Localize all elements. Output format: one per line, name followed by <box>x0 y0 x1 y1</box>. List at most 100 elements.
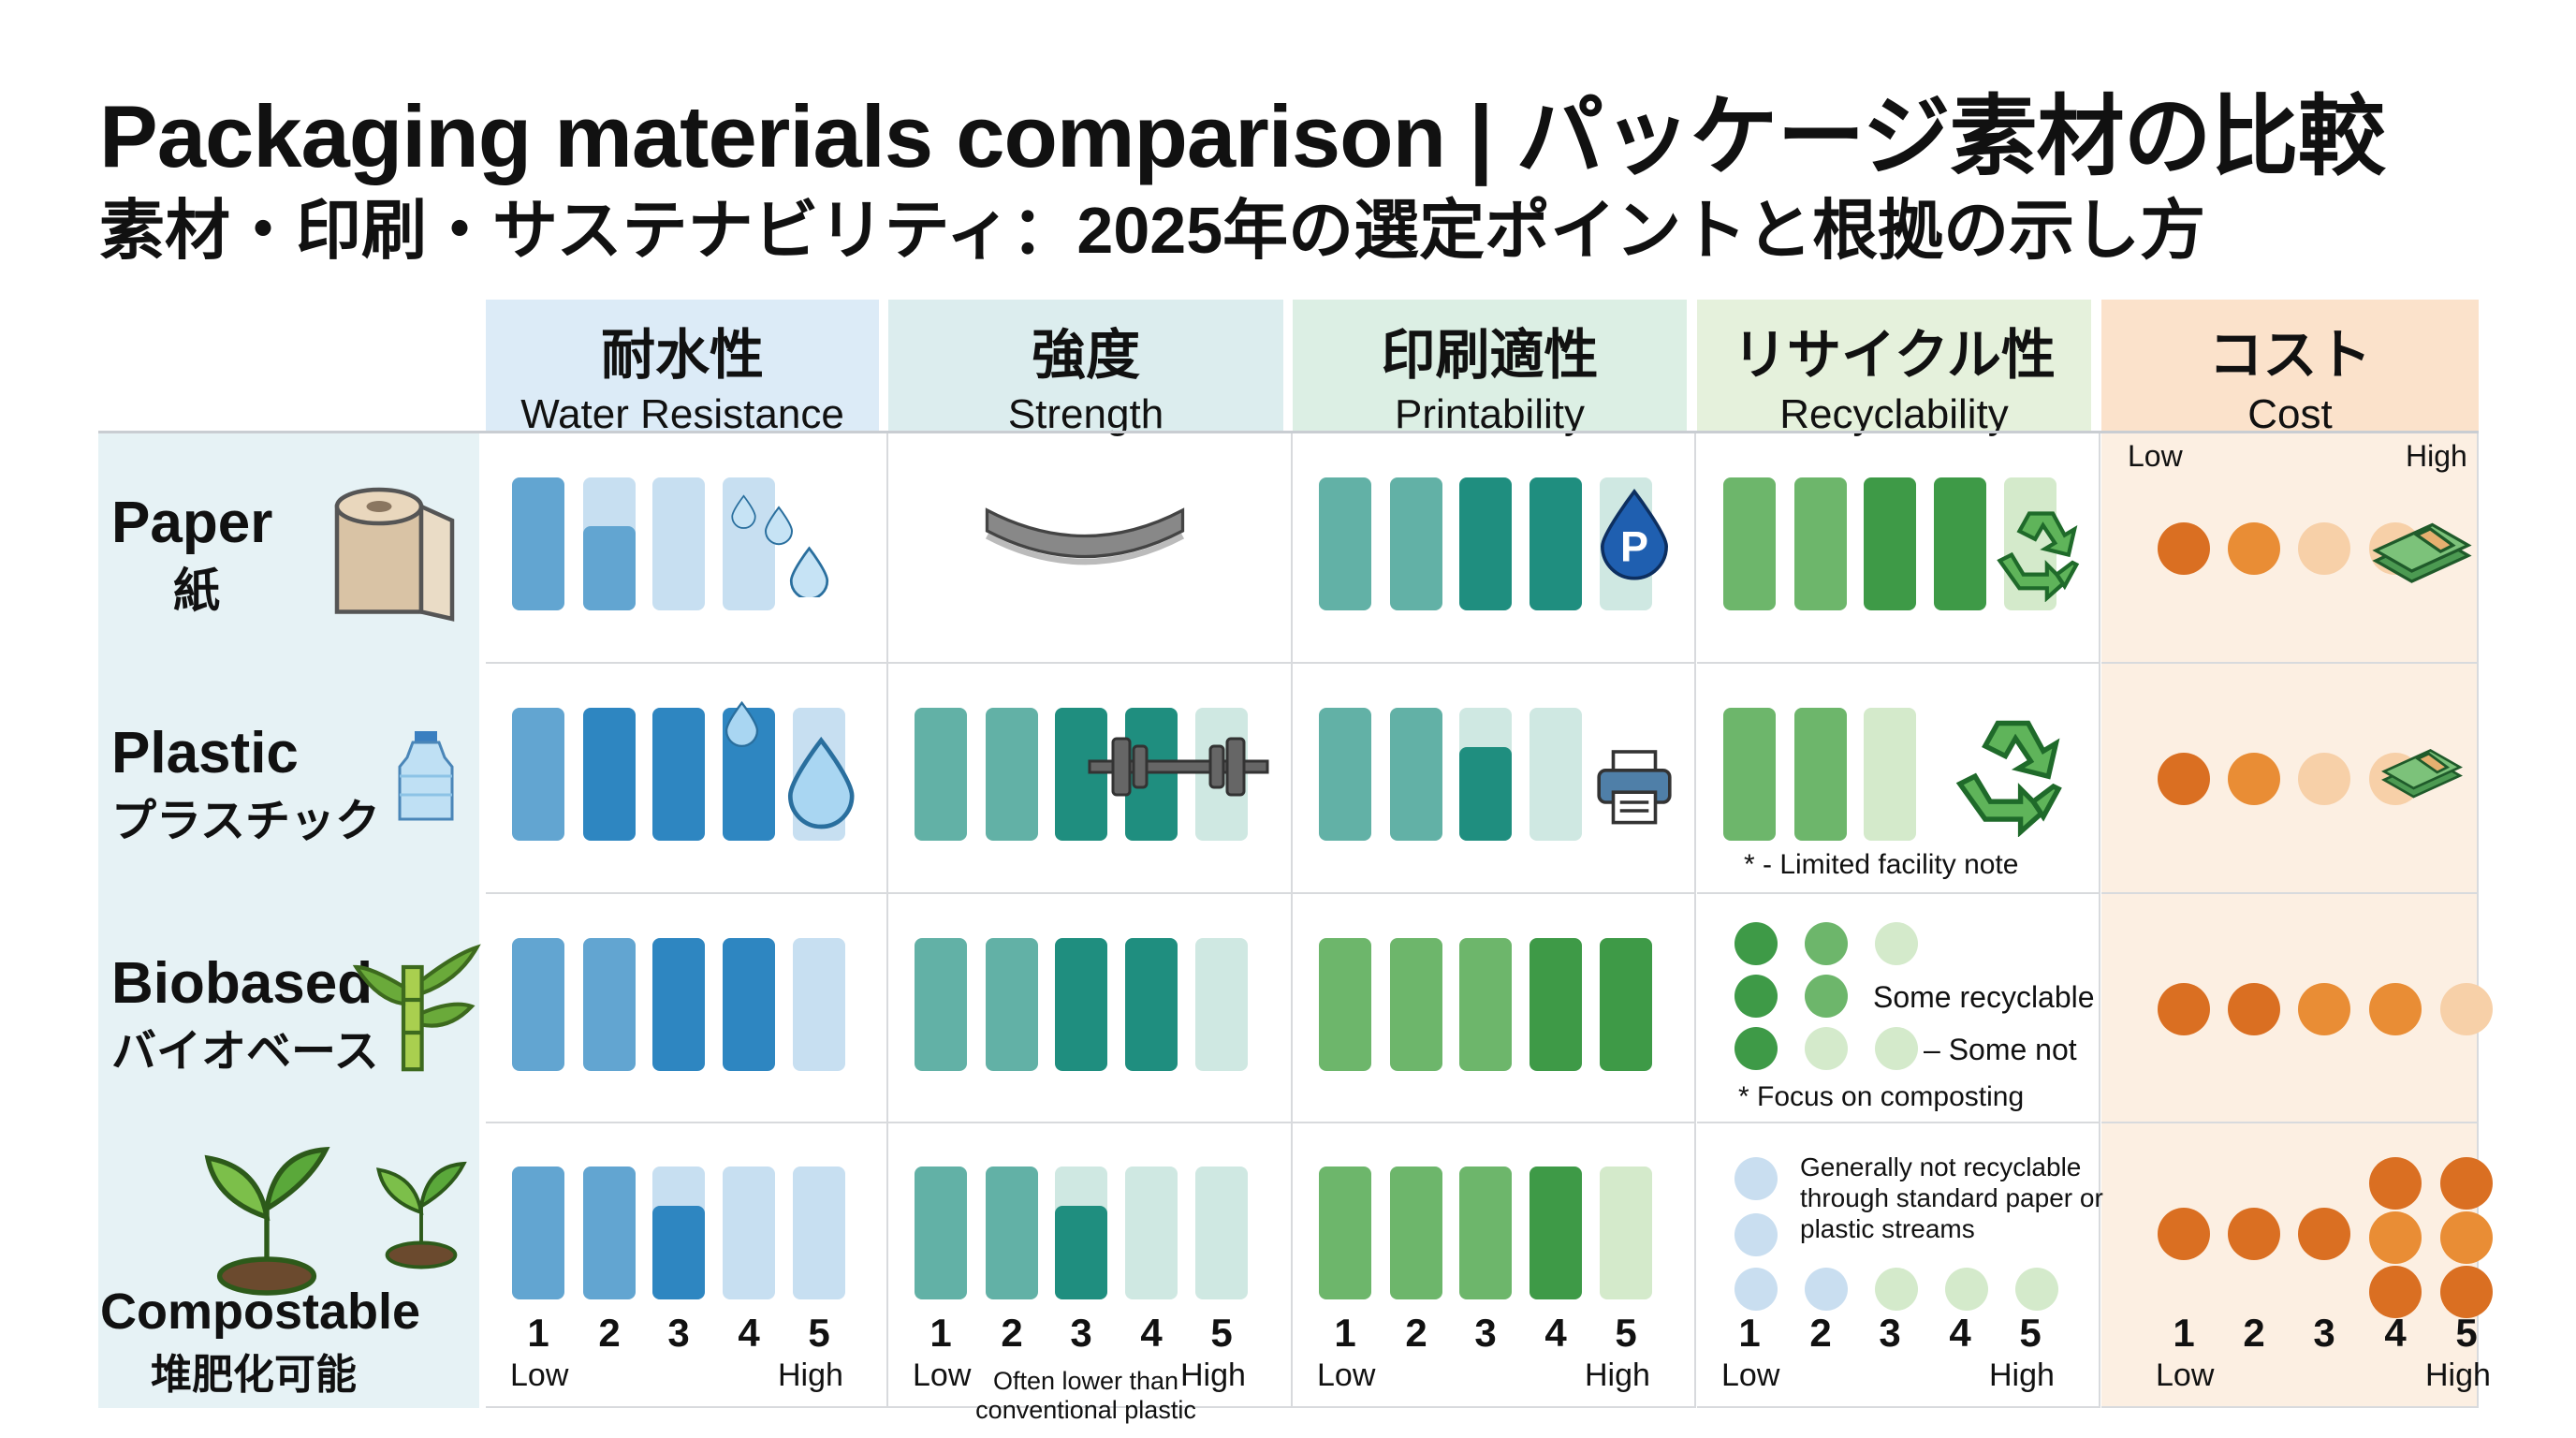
rating-bar-2 <box>583 708 636 841</box>
cost-dot-1 <box>2158 522 2210 575</box>
cell-plastic-recyclability: * - Limited facility note <box>1697 664 2100 894</box>
cell-plastic-water-resistance <box>486 664 888 894</box>
rating-bar-3 <box>652 477 705 610</box>
recyclability-dot <box>1734 975 1778 1018</box>
rating-bar-fill <box>1459 747 1512 841</box>
column-title-en: Printability <box>1395 391 1585 437</box>
rating-bar-fill <box>583 526 636 610</box>
column-header-strength: 強度 Strength <box>888 300 1283 437</box>
water-bottle-icon <box>379 682 473 870</box>
rating-bar-fill <box>652 1206 705 1299</box>
scale-number-2: 2 <box>1405 1311 1427 1355</box>
rating-bar-2 <box>583 938 636 1071</box>
cost-dot-1 <box>2158 1208 2210 1260</box>
scale-number-5: 5 <box>2455 1311 2478 1355</box>
recyclability-dot <box>1805 975 1848 1018</box>
scale-number-1: 1 <box>527 1311 549 1355</box>
rating-bar-1 <box>1723 708 1776 841</box>
recyclability-dot <box>1734 1213 1778 1256</box>
plant-hand-icon <box>145 1133 388 1301</box>
recyclability-dot <box>1875 922 1918 965</box>
cell-plastic-cost <box>2101 664 2479 894</box>
rating-bar-2 <box>1794 477 1847 610</box>
rating-bar-1 <box>1319 708 1371 841</box>
rating-bar-3 <box>1055 708 1107 841</box>
cell-biobased-recyclability: Some recyclable – Some not * Focus on comp… <box>1697 894 2100 1123</box>
bamboo-icon <box>351 917 482 1095</box>
rating-bar-5 <box>1600 938 1652 1071</box>
scale-high-label: High <box>778 1357 843 1393</box>
limited-facility-note: * - Limited facility note <box>1744 849 2019 880</box>
rating-bar-1 <box>915 938 967 1071</box>
rating-bar-5 <box>1195 1167 1248 1299</box>
column-title-en: Strength <box>1007 391 1164 437</box>
rating-bar-1 <box>1319 477 1371 610</box>
scale-low-label: Low <box>913 1357 972 1393</box>
cell-compostable-strength: Often lower than conventional plastic 1 2 3… <box>888 1123 1293 1424</box>
cell-paper-recyclability <box>1697 433 2100 664</box>
cell-biobased-cost <box>2101 894 2493 1123</box>
scale-number-5: 5 <box>1210 1311 1233 1355</box>
column-header-cost: コスト Cost <box>2101 300 2479 437</box>
row-label-en: Biobased <box>111 951 373 1016</box>
cost-low-label: Low <box>2128 439 2183 473</box>
svg-text:P: P <box>1620 523 1648 571</box>
rating-bar-4 <box>723 938 775 1071</box>
rating-bar-4 <box>1530 708 1582 841</box>
cell-compostable-recyclability: Generally not recyclable through standar… <box>1697 1123 2103 1408</box>
cell-paper-water-resistance <box>486 433 888 664</box>
scale-number-4: 4 <box>1949 1311 1971 1355</box>
rating-bar-5 <box>1600 1167 1652 1299</box>
recyclability-dot <box>1805 922 1848 965</box>
water-drop-icon <box>720 697 870 837</box>
scale-low-label: Low <box>2156 1357 2215 1393</box>
scale-number-5: 5 <box>1615 1311 1637 1355</box>
scale-number-4: 4 <box>2384 1311 2407 1355</box>
rating-bar-2 <box>1390 938 1442 1071</box>
column-header-recyclability: リサイクル性 Recyclability <box>1697 300 2091 437</box>
scale-low-label: Low <box>510 1357 569 1393</box>
scale-number-2: 2 <box>598 1311 621 1355</box>
cell-biobased-water-resistance <box>486 894 888 1123</box>
scale-high-label: High <box>1989 1357 2055 1393</box>
some-not-label: – Some not <box>1924 1033 2077 1066</box>
recyclability-dot <box>1734 1268 1778 1311</box>
row-label-jp: バイオベース <box>111 1027 379 1077</box>
scale-number-5: 5 <box>808 1311 830 1355</box>
rating-bar-1 <box>512 708 564 841</box>
recyclability-dot <box>2015 1268 2058 1311</box>
rating-bar-4 <box>1934 477 1986 610</box>
recyclability-dot <box>1734 922 1778 965</box>
cost-dot-4 <box>2369 1266 2422 1318</box>
rating-bar-3 <box>1459 477 1512 610</box>
rating-bar-4 <box>1530 477 1582 610</box>
row-label-paper: Paper 紙 <box>98 433 479 664</box>
some-recyclable-label: Some recyclable <box>1873 980 2095 1014</box>
rating-bar-2 <box>986 1167 1038 1299</box>
cost-dot-5 <box>2440 1266 2493 1318</box>
rating-bar-2 <box>1390 1167 1442 1299</box>
seedling-icon <box>360 1142 482 1283</box>
recycle-icon <box>1992 504 2090 603</box>
rating-bar-2 <box>1390 477 1442 610</box>
scale-high-label: High <box>1180 1357 1246 1393</box>
paper-roll-icon <box>323 460 463 638</box>
cost-high-label: High <box>2406 439 2467 473</box>
cell-compostable-printability: 1 2 3 4 5 Low High <box>1293 1123 1696 1408</box>
column-header-printability: 印刷適性 Printability <box>1293 300 1687 437</box>
dumbbell-icon <box>1085 720 1272 814</box>
row-label-jp: プラスチック <box>111 797 381 846</box>
scale-number-1: 1 <box>1738 1311 1761 1355</box>
rating-bar-3 <box>1055 938 1107 1071</box>
rating-bar-1 <box>1319 938 1371 1071</box>
cost-dot-1 <box>2158 983 2210 1035</box>
recyclability-dot <box>1805 1027 1848 1070</box>
water-drops-icon <box>727 494 868 600</box>
recycle-icon <box>1945 711 2081 838</box>
cell-plastic-printability <box>1293 664 1696 894</box>
row-label-jp: 紙 <box>173 565 220 617</box>
scale-low-label: Low <box>1721 1357 1780 1393</box>
rating-bar-3 <box>652 708 705 841</box>
row-label-jp: 堆肥化可能 <box>151 1352 357 1398</box>
row-label-en: Plastic <box>111 721 299 785</box>
